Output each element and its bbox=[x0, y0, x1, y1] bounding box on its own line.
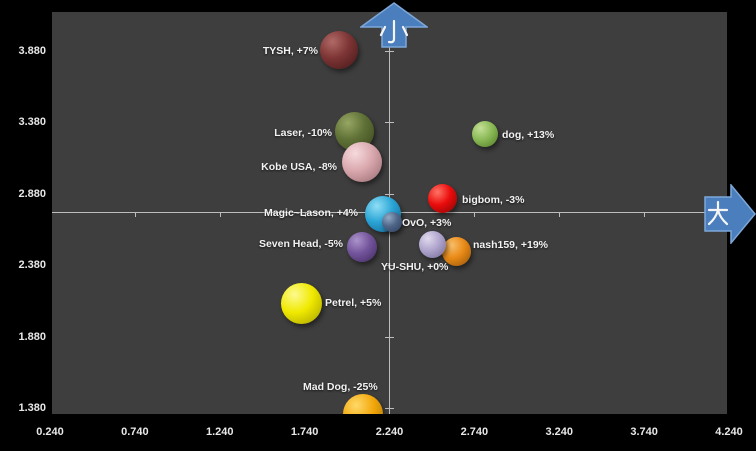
bubble-kobe-usa[interactable] bbox=[342, 142, 382, 182]
y-axis-tick-mark bbox=[385, 408, 394, 409]
up-arrow-label-small-icon bbox=[379, 19, 409, 44]
y-axis-tick-label: 1.880 bbox=[18, 330, 46, 343]
right-arrow-label-big-icon bbox=[707, 200, 729, 226]
x-axis-tick-label: 1.740 bbox=[290, 426, 319, 438]
x-axis-tick-mark bbox=[219, 213, 221, 217]
right-arrow-big[interactable] bbox=[704, 184, 756, 244]
plot-area bbox=[52, 12, 727, 414]
bubble-seven-head[interactable] bbox=[347, 232, 377, 262]
bubble-yu-shu[interactable] bbox=[418, 230, 446, 258]
bubble-label-dog: dog, +13% bbox=[502, 129, 555, 141]
x-axis-tick-label: 3.240 bbox=[545, 426, 574, 438]
x-axis-tick-label: 1.240 bbox=[205, 426, 234, 438]
y-axis-tick-mark bbox=[385, 122, 394, 124]
x-axis-tick-label: 2.740 bbox=[460, 426, 489, 438]
x-axis-tick-mark bbox=[474, 213, 476, 217]
x-axis-tick-label: 3.740 bbox=[630, 426, 658, 438]
bubble-label-nash159: nash159, +19% bbox=[473, 239, 549, 251]
x-axis-tick-label: 2.240 bbox=[375, 426, 404, 438]
bubble-nash159[interactable] bbox=[441, 236, 471, 266]
x-axis-tick-mark bbox=[644, 213, 646, 217]
bubble-label-ovo: OvO, +3% bbox=[402, 217, 452, 229]
bubble-label-mad-dog: Mad Dog, -25% bbox=[303, 381, 378, 393]
bubble-tysh[interactable] bbox=[320, 31, 358, 69]
y-axis-tick-mark bbox=[385, 51, 394, 52]
bubble-label-laser: Laser, -10% bbox=[274, 127, 332, 139]
up-arrow-small[interactable] bbox=[360, 2, 428, 48]
y-axis-tick-mark bbox=[385, 265, 394, 267]
y-axis-tick-label: 3.880 bbox=[18, 45, 46, 57]
x-axis-tick-label: 0.740 bbox=[121, 426, 149, 438]
bubble-label-petrel: Petrel, +5% bbox=[325, 297, 382, 309]
bubble-ovo[interactable] bbox=[382, 212, 402, 232]
bubble-label-tysh: TYSH, +7% bbox=[262, 45, 318, 57]
right-arrow-shape[interactable] bbox=[704, 184, 756, 244]
bubble-petrel[interactable] bbox=[280, 282, 322, 324]
bubble-label-seven-head: Seven Head, -5% bbox=[258, 238, 343, 250]
bubble-dog[interactable] bbox=[472, 121, 498, 147]
y-axis-tick-label: 2.380 bbox=[18, 259, 46, 272]
x-axis-tick-mark bbox=[559, 213, 561, 217]
y-axis-tick-label: 3.380 bbox=[18, 116, 46, 129]
bubble-label-kobe-usa: Kobe USA, -8% bbox=[261, 161, 337, 173]
x-axis-tick-label: 4.240 bbox=[715, 426, 743, 438]
y-axis-tick-label: 1.380 bbox=[18, 402, 46, 414]
bubble-label-magic-lason: Magic~Lason, +4% bbox=[264, 207, 358, 219]
bubble-bigbom[interactable] bbox=[427, 183, 457, 213]
x-axis-tick-mark bbox=[304, 213, 306, 217]
bubble-mad-dog[interactable] bbox=[343, 394, 383, 414]
bubble-label-bigbom: bigbom, -3% bbox=[462, 194, 525, 206]
bubble-label-yu-shu: YU-SHU, +0% bbox=[381, 261, 449, 273]
y-axis-tick-mark bbox=[385, 193, 394, 195]
x-axis-tick-mark bbox=[134, 213, 136, 217]
x-axis-tick-label: 0.240 bbox=[36, 426, 64, 438]
y-axis-tick-mark bbox=[385, 336, 394, 338]
y-axis-tick-label: 2.880 bbox=[18, 187, 46, 200]
